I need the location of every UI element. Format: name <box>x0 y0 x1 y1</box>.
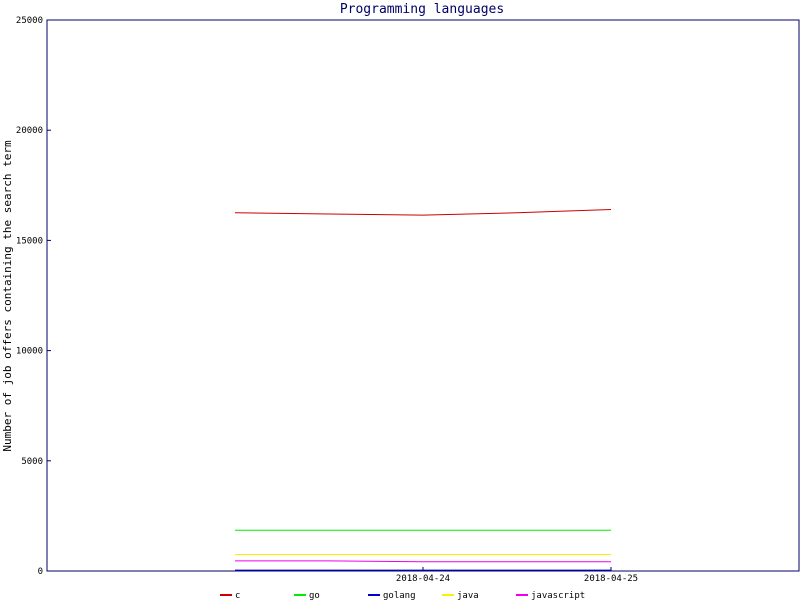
y-tick-label: 25000 <box>16 16 43 26</box>
legend: c go golang java javascript <box>220 591 585 600</box>
x-tick-label: 2018-04-24 <box>396 574 450 584</box>
series-line-c <box>234 209 612 216</box>
y-axis-label: Number of job offers containing the sear… <box>1 140 14 452</box>
legend-label-java: java <box>457 591 479 600</box>
y-tick-label: 20000 <box>16 126 43 136</box>
y-tick-label: 0 <box>38 567 43 577</box>
legend-label-golang: golang <box>383 591 416 600</box>
chart-title: Programming languages <box>340 2 504 17</box>
legend-label-javascript: javascript <box>531 591 585 600</box>
legend-label-c: c <box>235 591 240 600</box>
x-axis-ticks: 2018-04-24 2018-04-25 <box>396 567 638 584</box>
y-axis-ticks: 0 5000 10000 15000 20000 25000 <box>16 16 51 577</box>
x-tick-label: 2018-04-25 <box>584 574 638 584</box>
y-tick-label: 10000 <box>16 347 43 357</box>
plot-area <box>46 19 800 572</box>
series-line-javascript <box>235 560 611 563</box>
series-lines <box>234 209 612 571</box>
legend-label-go: go <box>309 591 320 600</box>
y-tick-label: 5000 <box>21 457 43 467</box>
y-tick-label: 15000 <box>16 236 43 246</box>
